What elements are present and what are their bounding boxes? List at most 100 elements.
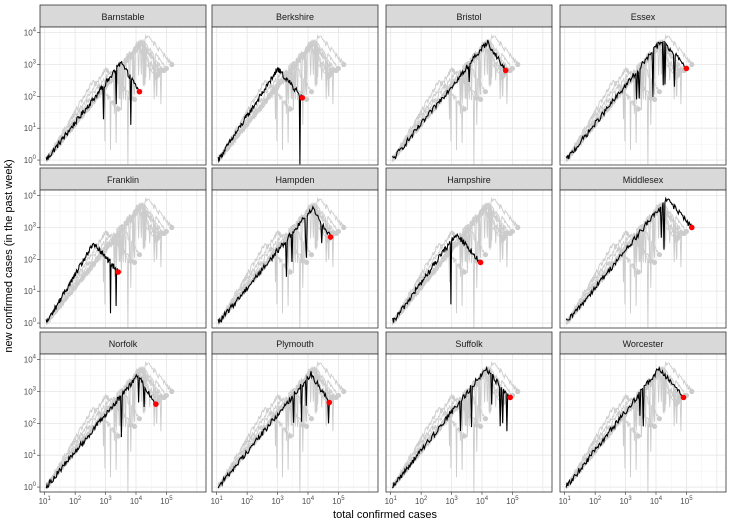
panel-strip-label: Norfolk (109, 339, 138, 349)
highlighted-series-endpoint (683, 65, 690, 72)
background-series-line (217, 406, 291, 487)
background-series-endpoint (689, 388, 695, 395)
y-tick-label: 103 (24, 386, 37, 396)
x-tick-label: 103 (445, 496, 458, 506)
panel-essex: Essex (559, 4, 727, 166)
background-series-endpoint (160, 230, 167, 237)
background-series-endpoint (332, 230, 339, 237)
highlighted-series-line (217, 371, 330, 489)
panel-suffolk: Suffolk 101 102 103 104 105 (385, 331, 553, 506)
background-series-endpoint (477, 423, 484, 430)
x-tick-label: 104 (476, 496, 489, 506)
x-tick-label: 105 (332, 496, 345, 506)
highlighted-series-endpoint (477, 259, 484, 266)
background-series-line (565, 242, 639, 323)
y-tick-label: 101 (24, 450, 37, 460)
panel-strip-label: Bristol (456, 12, 481, 22)
y-tick-label: 100 (24, 482, 37, 492)
background-series-line (217, 242, 291, 323)
panel-strip-label: Essex (631, 12, 656, 22)
background-series-endpoint (635, 269, 641, 275)
x-tick-label: 103 (619, 496, 632, 506)
x-tick-label: 105 (506, 496, 519, 506)
background-series-endpoint (308, 89, 315, 95)
panel-strip-label: Franklin (107, 175, 139, 185)
panel-strip-label: Barnstable (101, 12, 144, 22)
background-series-endpoint (651, 96, 658, 103)
plot-border (39, 26, 207, 166)
plot-border (211, 189, 379, 329)
background-series-endpoint (287, 433, 293, 439)
highlighted-series-line (217, 66, 303, 165)
plot-border (559, 189, 727, 329)
y-axis-label: new confirmed cases (in the past week) (3, 159, 15, 352)
panel-strip-label: Worcester (623, 339, 664, 349)
y-tick-label: 101 (24, 286, 37, 296)
panel-barnstable: Barnstable 100 101 102 103 104 (24, 4, 207, 166)
background-series-endpoint (131, 423, 138, 430)
y-tick-label: 103 (24, 222, 37, 232)
background-series-endpoint (635, 106, 641, 112)
x-tick-label: 101 (559, 496, 572, 506)
panel-strip-label: Plymouth (276, 339, 314, 349)
plot-border (39, 353, 207, 493)
y-tick-label: 104 (24, 191, 37, 201)
background-series-endpoint (303, 259, 310, 266)
background-series-endpoint (332, 67, 339, 74)
panel-berkshire: Berkshire (211, 4, 379, 166)
y-tick-label: 103 (24, 59, 37, 69)
background-series-endpoint (136, 252, 143, 258)
panel-hampden: Hampden (211, 167, 379, 329)
background-series-endpoint (115, 106, 121, 112)
highlighted-series-line (45, 60, 140, 161)
background-series-endpoint (341, 224, 347, 231)
background-series-endpoint (169, 61, 175, 68)
background-series-line (217, 201, 337, 325)
highlighted-series-endpoint (153, 401, 159, 407)
background-series-endpoint (506, 230, 513, 237)
highlighted-series-line (565, 365, 684, 488)
panel-strip-label: Hampshire (447, 175, 491, 185)
plot-border (559, 353, 727, 493)
background-series-line (391, 406, 465, 487)
highlighted-series-line (565, 40, 687, 160)
y-tick-label: 102 (24, 91, 37, 101)
background-series-line (391, 242, 465, 323)
x-tick-label: 103 (99, 496, 112, 506)
x-tick-label: 104 (302, 496, 315, 506)
x-tick-label: 102 (415, 496, 428, 506)
background-series-endpoint (341, 61, 347, 68)
highlighted-series-line (391, 365, 511, 489)
y-tick-label: 100 (24, 155, 37, 165)
x-tick-label: 104 (650, 496, 663, 506)
y-tick-label: 100 (24, 318, 37, 328)
background-series-endpoint (515, 61, 521, 68)
plot-border (39, 189, 207, 329)
y-tick-label: 101 (24, 123, 37, 133)
panel-middlesex: Middlesex (559, 167, 727, 329)
background-series-endpoint (689, 61, 695, 68)
plot-border (211, 26, 379, 166)
highlighted-series-line (392, 39, 507, 160)
panel-hampshire: Hampshire (385, 167, 553, 329)
x-axis-label: total confirmed cases (333, 509, 437, 521)
x-tick-label: 103 (271, 496, 284, 506)
plot-border (211, 353, 379, 493)
background-series-line (217, 365, 337, 489)
background-series-endpoint (651, 423, 658, 430)
highlighted-series-endpoint (299, 94, 306, 101)
background-series-endpoint (680, 230, 687, 237)
panel-strip-label: Hampden (275, 175, 314, 185)
x-tick-label: 101 (211, 496, 224, 506)
background-series-line (391, 79, 465, 160)
background-series-line (217, 38, 337, 162)
background-series-endpoint (303, 96, 310, 103)
x-tick-label: 102 (241, 496, 254, 506)
highlighted-series-endpoint (136, 88, 143, 95)
y-tick-label: 102 (24, 418, 37, 428)
background-series-endpoint (131, 96, 138, 103)
background-series-endpoint (160, 394, 167, 401)
x-tick-label: 105 (160, 496, 173, 506)
